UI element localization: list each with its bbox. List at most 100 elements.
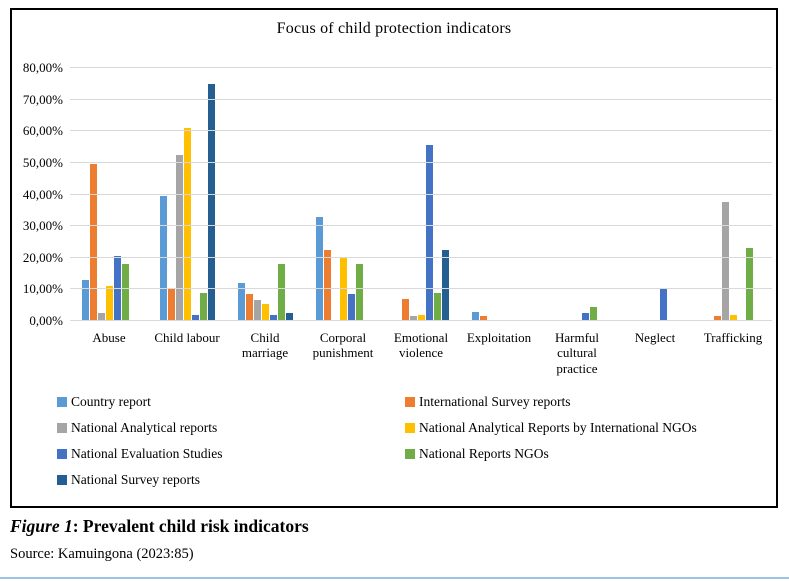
x-axis-labels: Abuse Child labour Child marriage Corporal … — [70, 325, 772, 376]
y-axis-label: 10,00% — [22, 281, 63, 297]
legend-swatch — [405, 423, 415, 433]
bar-group — [460, 68, 538, 321]
legend-swatch — [57, 423, 67, 433]
bar — [323, 249, 331, 321]
bar-group — [538, 68, 616, 321]
bar-group — [694, 68, 772, 321]
gridline — [70, 193, 772, 195]
bar — [121, 264, 129, 321]
legend-swatch — [405, 397, 415, 407]
bar — [183, 128, 191, 321]
bar — [237, 283, 245, 321]
bar — [175, 154, 183, 321]
x-axis-label: Harmful cultural practice — [554, 330, 600, 376]
chart-title: Focus of child protection indicators — [276, 20, 512, 37]
bar-group — [70, 68, 148, 321]
bar — [433, 292, 441, 321]
bar — [167, 289, 175, 321]
bar — [425, 145, 433, 321]
legend-swatch — [57, 397, 67, 407]
bar — [81, 279, 89, 321]
bar — [409, 316, 417, 321]
y-axis-label: 80,00% — [22, 60, 63, 75]
bottom-rule — [0, 577, 789, 579]
bar — [355, 264, 363, 321]
plot-area: 0,00% 10,00% 20,00% 30,00% 40,00% 50,00% 60,00… — [23, 60, 772, 328]
bar — [89, 164, 97, 321]
y-axis-label: 40,00% — [22, 186, 63, 202]
legend-swatch — [405, 449, 415, 459]
bar — [105, 286, 113, 321]
legend-item: National Analytical Reports by Internati… — [405, 420, 756, 436]
bar — [97, 313, 105, 321]
legend-label: Country report — [71, 394, 151, 409]
legend-item: National Reports NGOs — [405, 446, 756, 462]
bar — [245, 294, 253, 321]
y-axis-label: 60,00% — [22, 123, 63, 139]
chart-frame: Focus of child protection indicators 0,0… — [10, 8, 778, 508]
bar-group — [148, 68, 226, 321]
bar — [479, 316, 487, 321]
bar — [285, 313, 293, 321]
bar — [191, 314, 199, 321]
legend-swatch — [57, 475, 67, 485]
bar — [277, 264, 285, 321]
gridline — [70, 130, 772, 132]
figure-caption-text: : Prevalent child risk indicators — [72, 516, 309, 536]
figure-caption-label: Figure 1 — [10, 516, 73, 536]
bar — [729, 314, 737, 321]
bar — [269, 314, 277, 321]
legend-label: National Evaluation Studies — [71, 446, 223, 461]
bar — [713, 316, 721, 321]
legend-label: International Survey reports — [419, 394, 571, 409]
legend-item: National Analytical reports — [57, 420, 405, 436]
x-axis-label: Child marriage — [241, 330, 289, 361]
gridline — [70, 67, 772, 68]
legend-label: National Survey reports — [71, 472, 200, 487]
bar — [339, 257, 347, 321]
bar — [261, 303, 269, 321]
gridline — [70, 225, 772, 227]
x-axis-label: Abuse — [92, 330, 126, 345]
x-axis-label: Corporal punishment — [312, 330, 374, 361]
figure-caption: Figure 1: Prevalent child risk indicator… — [10, 516, 309, 537]
y-axis-label: 30,00% — [22, 218, 63, 234]
y-axis-label: 0,00% — [29, 313, 63, 328]
y-axis-label: 50,00% — [22, 154, 63, 170]
x-axis-label: Exploitation — [466, 330, 532, 345]
legend-swatch — [57, 449, 67, 459]
bar — [253, 300, 261, 321]
x-axis-label: Trafficking — [703, 330, 763, 345]
gridline — [70, 98, 772, 100]
bar — [159, 196, 167, 321]
y-axis-label: 20,00% — [22, 249, 63, 265]
bar — [315, 216, 323, 321]
legend-label: National Analytical Reports by Internati… — [419, 420, 697, 435]
bar — [471, 311, 479, 321]
legend-item: National Evaluation Studies — [57, 446, 405, 462]
bar-group — [226, 68, 304, 321]
bar-group — [382, 68, 460, 321]
legend-item: International Survey reports — [405, 394, 756, 410]
bar — [347, 294, 355, 321]
bar — [589, 306, 597, 321]
bar — [199, 292, 207, 321]
x-axis-label: Neglect — [634, 330, 676, 345]
bar — [441, 249, 449, 321]
bar — [721, 202, 729, 321]
gridline — [70, 256, 772, 258]
legend-item: Country report — [57, 394, 405, 410]
legend-label: National Reports NGOs — [419, 446, 549, 461]
bar-group — [616, 68, 694, 321]
bar — [417, 314, 425, 321]
y-axis-label: 70,00% — [22, 91, 63, 107]
bar-groups — [70, 68, 772, 321]
bar-group — [304, 68, 382, 321]
x-axis-label: Emotional violence — [393, 330, 449, 361]
legend-item: National Survey reports — [57, 472, 405, 488]
legend: Country report International Survey repor… — [57, 394, 756, 488]
legend-label: National Analytical reports — [71, 420, 218, 435]
bar — [401, 298, 409, 321]
bar — [207, 83, 215, 321]
